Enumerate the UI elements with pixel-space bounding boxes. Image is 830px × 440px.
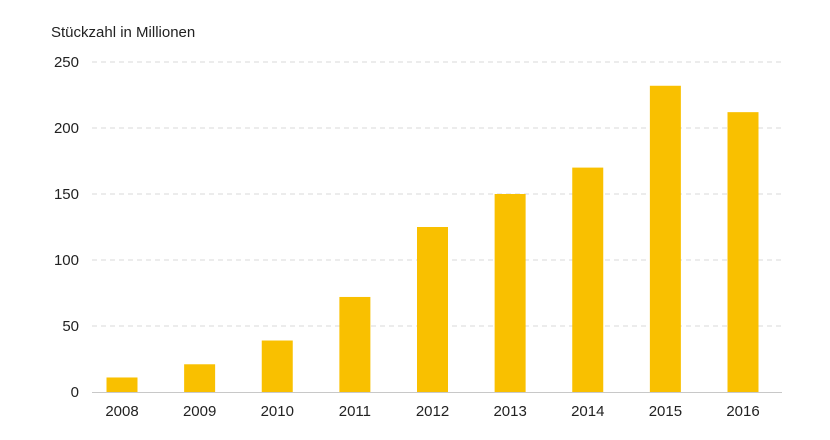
- bar-2014: [572, 167, 604, 392]
- bar-2013: [494, 194, 526, 392]
- x-tick-label: 2010: [261, 403, 294, 420]
- bar-2011: [339, 296, 371, 392]
- bars: [106, 85, 759, 392]
- y-tick-label: 200: [54, 120, 79, 137]
- x-tick-label: 2012: [416, 403, 449, 420]
- x-tick-label: 2008: [105, 403, 138, 420]
- x-axis-ticks: 2008 2009 2010 2011 2012 2013 2014 2015 2016: [105, 403, 759, 420]
- y-tick-label: 100: [54, 252, 79, 269]
- y-tick-label: 250: [54, 54, 79, 71]
- bar-2009: [184, 364, 216, 392]
- x-tick-label: 2013: [493, 403, 526, 420]
- bar-2012: [417, 227, 448, 392]
- bar-2008: [106, 377, 138, 392]
- x-tick-label: 2014: [571, 403, 604, 420]
- y-tick-label: 0: [71, 384, 79, 401]
- x-tick-label: 2009: [183, 403, 216, 420]
- x-tick-label: 2011: [339, 403, 371, 420]
- y-axis-title: Stückzahl in Millionen: [51, 24, 195, 41]
- bar-2016: [727, 112, 759, 392]
- x-tick-label: 2016: [726, 403, 759, 420]
- x-tick-label: 2015: [649, 403, 682, 420]
- bar-2010: [261, 340, 293, 392]
- y-tick-label: 150: [54, 186, 79, 203]
- y-tick-label: 50: [62, 318, 79, 335]
- bar-2015: [649, 85, 681, 392]
- y-axis-ticks: 0 50 100 150 200 250: [54, 54, 79, 401]
